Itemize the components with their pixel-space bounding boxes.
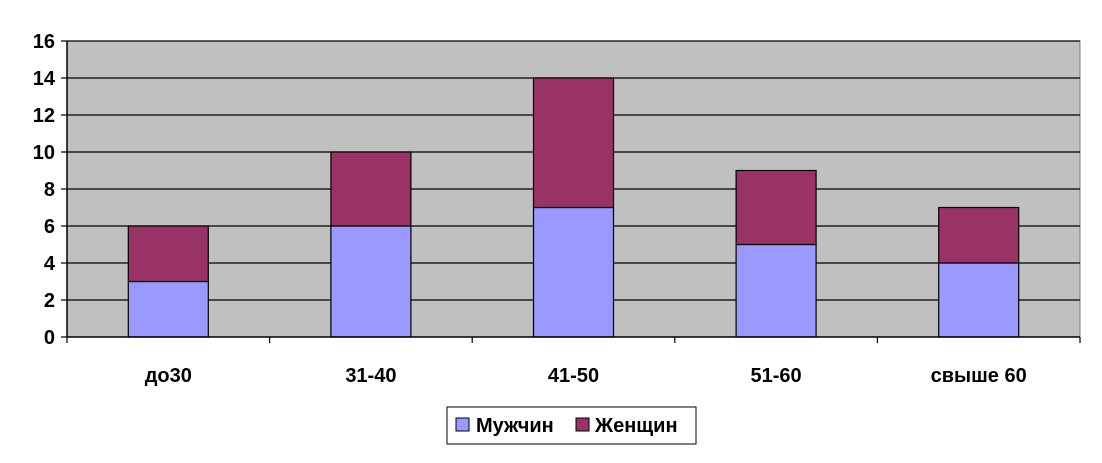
legend-swatch-men bbox=[455, 417, 470, 432]
x-tick-label: свыше 60 bbox=[931, 365, 1027, 387]
legend-label-women: Женщин bbox=[594, 415, 678, 437]
y-tick-label: 8 bbox=[44, 179, 55, 201]
legend: Мужчин Женщин bbox=[446, 406, 697, 445]
bar-men-1 bbox=[330, 225, 412, 338]
legend-box bbox=[446, 406, 697, 445]
bar-women-4 bbox=[938, 206, 1020, 264]
legend-label-men: Мужчин bbox=[476, 415, 554, 437]
x-ticks: до30 31-40 41-50 51-60 свыше 60 bbox=[66, 337, 1081, 387]
y-tick-label: 4 bbox=[44, 253, 56, 275]
bar-men-3 bbox=[735, 243, 817, 338]
y-tick-label: 2 bbox=[44, 290, 55, 312]
x-tick-label: 51-60 bbox=[751, 365, 802, 387]
bar-men-0 bbox=[127, 280, 209, 338]
y-ticks: 0 2 4 6 8 10 12 14 16 bbox=[33, 31, 67, 349]
y-tick-label: 10 bbox=[33, 142, 55, 164]
x-tick-label: 31-40 bbox=[345, 365, 396, 387]
bar-women-0 bbox=[127, 225, 209, 283]
legend-swatch-women bbox=[575, 417, 590, 432]
y-tick-label: 12 bbox=[33, 105, 55, 127]
y-tick-label: 6 bbox=[44, 216, 55, 238]
y-tick-label: 0 bbox=[44, 327, 55, 349]
x-tick-label: 41-50 bbox=[548, 365, 599, 387]
bar-men-4 bbox=[938, 262, 1020, 338]
bar-men-2 bbox=[532, 206, 615, 338]
y-tick-label: 14 bbox=[33, 68, 56, 90]
y-tick-label: 16 bbox=[33, 31, 55, 53]
x-tick-label: до30 bbox=[145, 365, 192, 387]
bar-women-2 bbox=[532, 77, 615, 209]
bar-women-3 bbox=[735, 169, 817, 246]
bars bbox=[127, 77, 1020, 338]
bar-women-1 bbox=[330, 151, 412, 227]
